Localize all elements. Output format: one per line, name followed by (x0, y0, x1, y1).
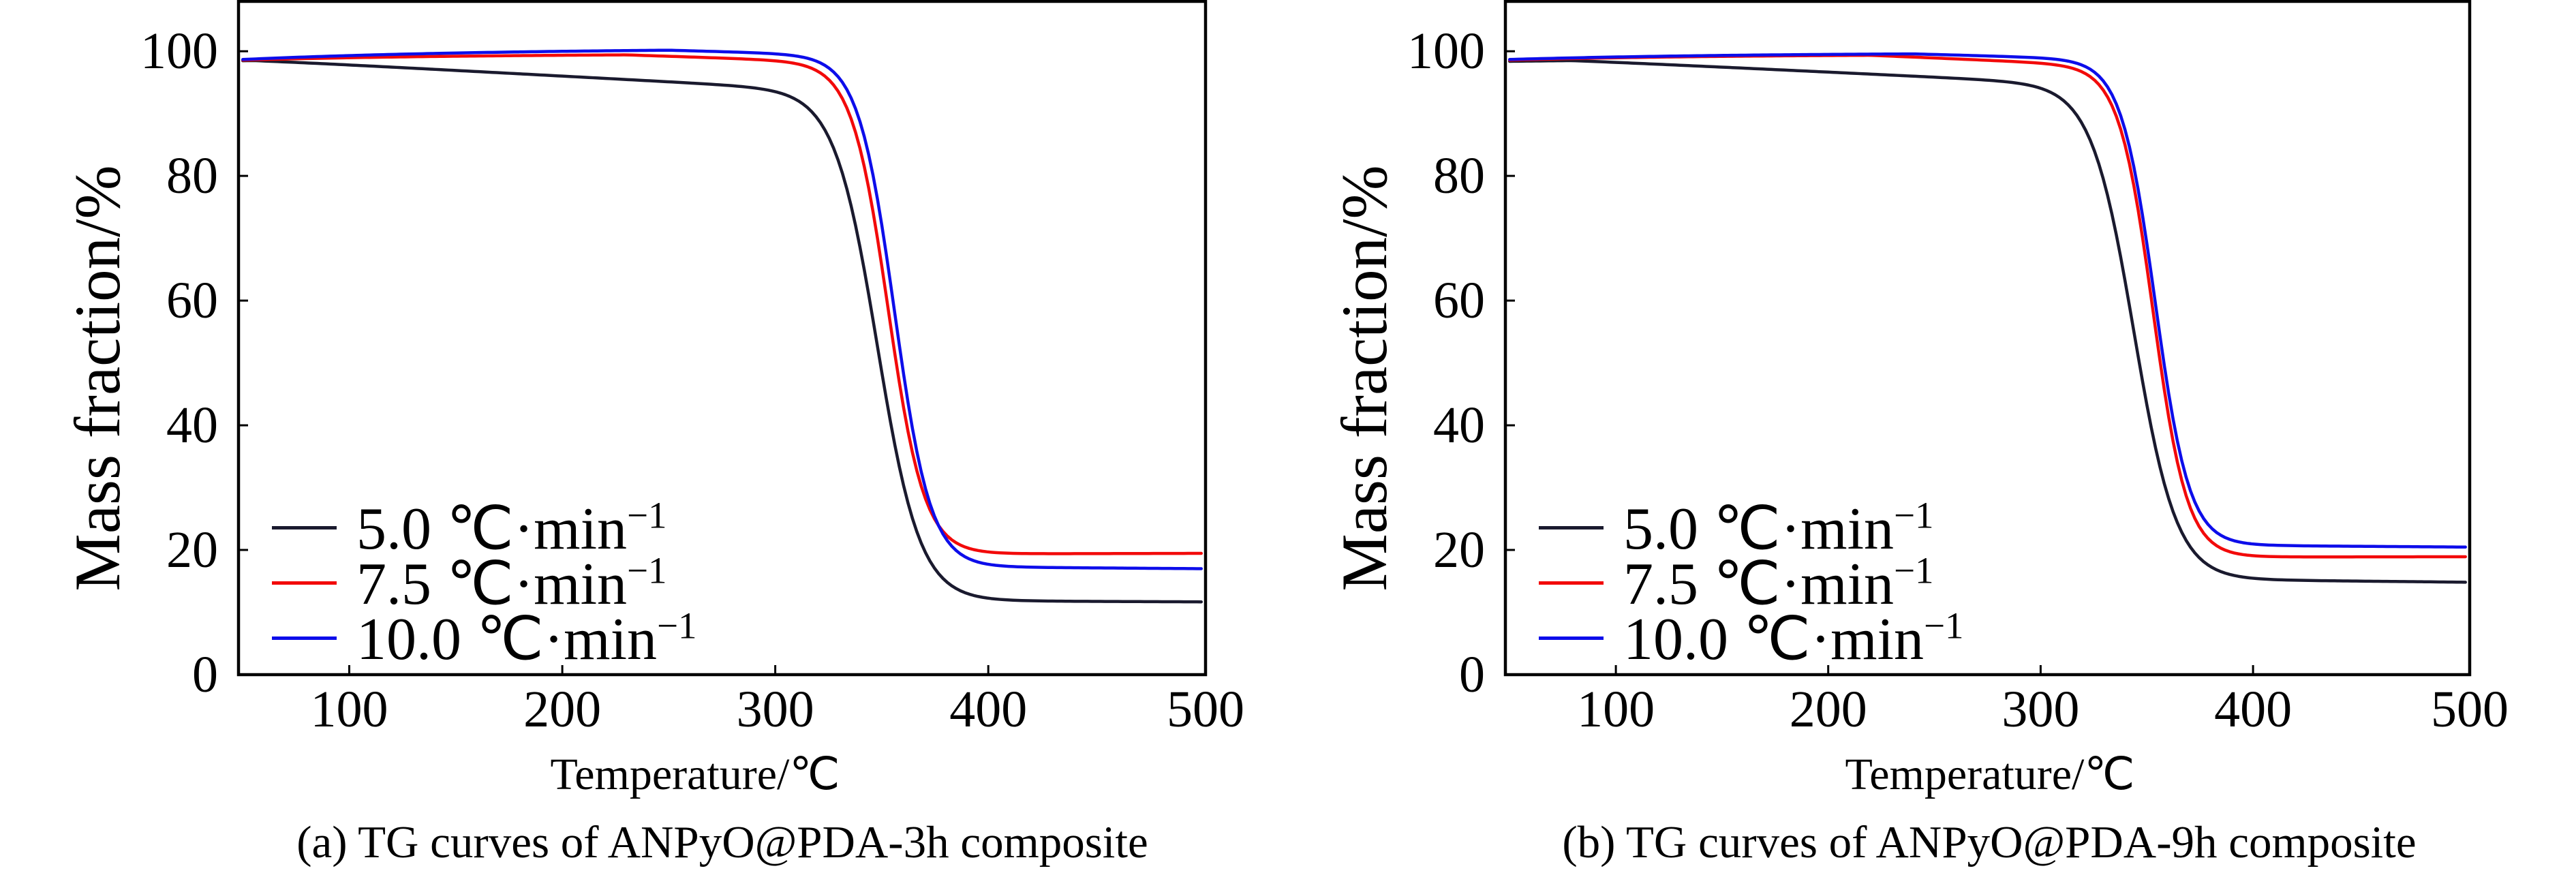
svg-text:80: 80 (1433, 147, 1485, 204)
svg-text:400: 400 (2214, 681, 2292, 738)
svg-text:200: 200 (523, 681, 601, 738)
svg-text:300: 300 (737, 681, 814, 738)
svg-text:0: 0 (192, 646, 218, 703)
svg-text:300: 300 (2002, 681, 2079, 738)
svg-text:60: 60 (166, 272, 218, 329)
svg-text:200: 200 (1790, 681, 1867, 738)
svg-text:100: 100 (140, 22, 218, 80)
svg-text:20: 20 (1433, 521, 1485, 579)
svg-text:80: 80 (166, 147, 218, 204)
svg-text:0: 0 (1459, 646, 1485, 703)
svg-text:100: 100 (1577, 681, 1655, 738)
svg-text:100: 100 (311, 681, 388, 738)
svg-text:500: 500 (1167, 681, 1244, 738)
svg-text:40: 40 (1433, 397, 1485, 454)
svg-text:40: 40 (166, 397, 218, 454)
svg-text:400: 400 (949, 681, 1027, 738)
svg-text:100: 100 (1407, 22, 1485, 80)
svg-text:60: 60 (1433, 272, 1485, 329)
svg-text:500: 500 (2431, 681, 2509, 738)
svg-text:20: 20 (166, 521, 218, 579)
